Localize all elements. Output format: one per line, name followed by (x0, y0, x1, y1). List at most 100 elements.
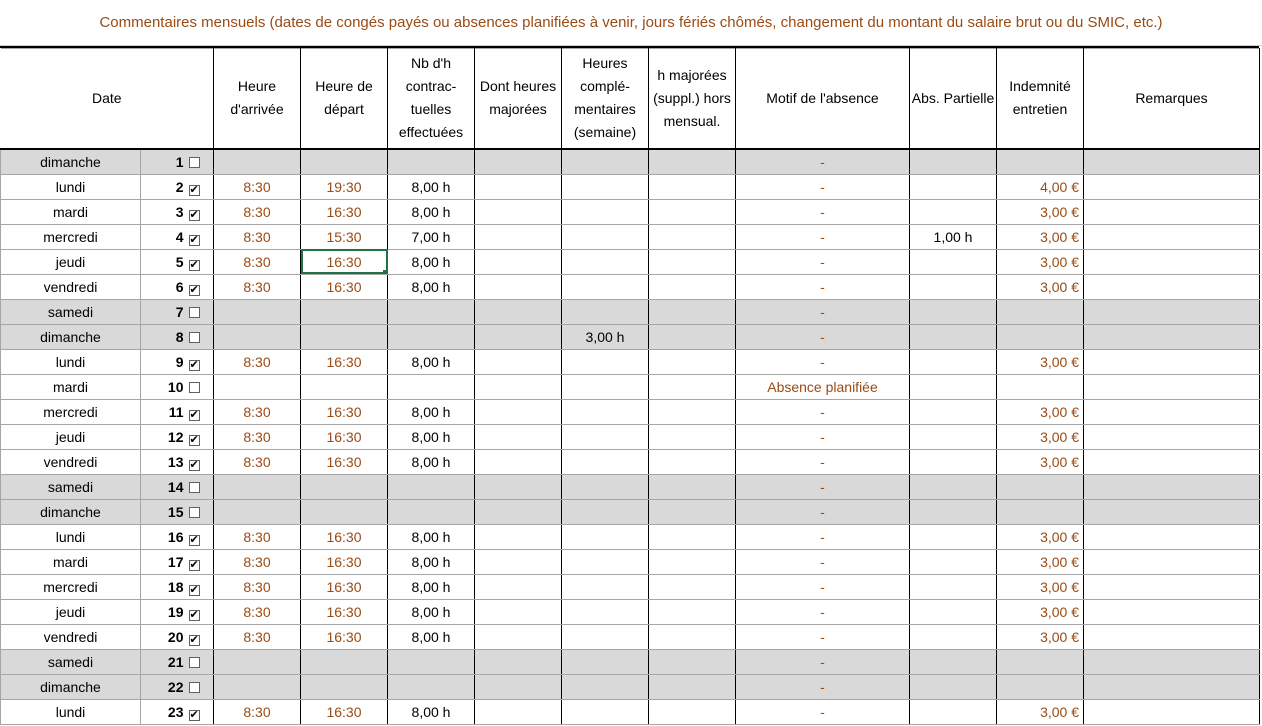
arrival-cell[interactable]: 8:30 (213, 248, 301, 275)
worked-checkbox-cell[interactable]: ✔ (185, 548, 214, 575)
majored-hours-cell[interactable] (474, 448, 562, 475)
arrival-cell[interactable]: 8:30 (213, 523, 301, 550)
day-name-cell[interactable]: lundi (0, 523, 141, 550)
partial-absence-cell[interactable] (909, 623, 997, 650)
complementary-hours-cell[interactable] (561, 698, 649, 725)
checkbox-checked-icon[interactable]: ✔ (188, 208, 200, 221)
allowance-cell[interactable] (996, 298, 1084, 325)
day-number-cell[interactable]: 7 (140, 298, 186, 325)
checkbox-unchecked-icon[interactable] (188, 381, 200, 393)
absence-reason-cell[interactable]: - (735, 548, 910, 575)
partial-absence-cell[interactable] (909, 173, 997, 200)
worked-checkbox-cell[interactable]: ✔ (185, 198, 214, 225)
absence-reason-cell[interactable]: - (735, 573, 910, 600)
day-name-cell[interactable]: lundi (0, 348, 141, 375)
monthly-comments-banner[interactable]: Commentaires mensuels (dates de congés p… (0, 0, 1262, 46)
worked-checkbox-cell[interactable] (185, 373, 214, 400)
checkbox-checked-icon[interactable]: ✔ (188, 433, 200, 446)
checkbox-checked-icon[interactable]: ✔ (188, 558, 200, 571)
complementary-hours-cell[interactable] (561, 198, 649, 225)
worked-checkbox-cell[interactable]: ✔ (185, 698, 214, 725)
absence-reason-cell[interactable]: - (735, 623, 910, 650)
complementary-hours-cell[interactable] (561, 548, 649, 575)
absence-reason-cell[interactable]: - (735, 673, 910, 700)
allowance-cell[interactable] (996, 323, 1084, 350)
worked-checkbox-cell[interactable]: ✔ (185, 173, 214, 200)
absence-reason-cell[interactable]: - (735, 223, 910, 250)
majored-hours-cell[interactable] (474, 548, 562, 575)
header-extra-hours[interactable]: h majorées (suppl.) hors mensual. (648, 48, 736, 150)
remarks-cell[interactable] (1083, 598, 1260, 625)
absence-reason-cell[interactable]: - (735, 698, 910, 725)
arrival-cell[interactable] (213, 473, 301, 500)
arrival-cell[interactable]: 8:30 (213, 398, 301, 425)
remarks-cell[interactable] (1083, 398, 1260, 425)
day-number-cell[interactable]: 15 (140, 498, 186, 525)
arrival-cell[interactable]: 8:30 (213, 173, 301, 200)
remarks-cell[interactable] (1083, 548, 1260, 575)
day-number-cell[interactable]: 14 (140, 473, 186, 500)
day-number-cell[interactable]: 19 (140, 598, 186, 625)
remarks-cell[interactable] (1083, 223, 1260, 250)
checkbox-unchecked-icon[interactable] (188, 156, 200, 168)
contract-hours-cell[interactable]: 8,00 h (387, 348, 475, 375)
complementary-hours-cell[interactable] (561, 623, 649, 650)
absence-reason-cell[interactable]: - (735, 423, 910, 450)
extra-hours-cell[interactable] (648, 223, 736, 250)
departure-cell[interactable]: 16:30 (300, 548, 388, 575)
day-number-cell[interactable]: 4 (140, 223, 186, 250)
departure-cell[interactable]: 16:30 (300, 198, 388, 225)
day-name-cell[interactable]: samedi (0, 648, 141, 675)
majored-hours-cell[interactable] (474, 298, 562, 325)
remarks-cell[interactable] (1083, 273, 1260, 300)
day-number-cell[interactable]: 2 (140, 173, 186, 200)
worked-checkbox-cell[interactable]: ✔ (185, 573, 214, 600)
allowance-cell[interactable] (996, 373, 1084, 400)
worked-checkbox-cell[interactable]: ✔ (185, 623, 214, 650)
extra-hours-cell[interactable] (648, 548, 736, 575)
absence-reason-cell[interactable]: Absence planifiée (735, 373, 910, 400)
partial-absence-cell[interactable] (909, 373, 997, 400)
partial-absence-cell[interactable] (909, 198, 997, 225)
remarks-cell[interactable] (1083, 473, 1260, 500)
partial-absence-cell[interactable] (909, 348, 997, 375)
absence-reason-cell[interactable]: - (735, 173, 910, 200)
partial-absence-cell[interactable] (909, 648, 997, 675)
day-name-cell[interactable]: dimanche (0, 673, 141, 700)
contract-hours-cell[interactable]: 8,00 h (387, 448, 475, 475)
departure-cell[interactable]: 16:30 (300, 623, 388, 650)
contract-hours-cell[interactable]: 8,00 h (387, 598, 475, 625)
majored-hours-cell[interactable] (474, 173, 562, 200)
extra-hours-cell[interactable] (648, 423, 736, 450)
complementary-hours-cell[interactable] (561, 173, 649, 200)
complementary-hours-cell[interactable] (561, 573, 649, 600)
remarks-cell[interactable] (1083, 448, 1260, 475)
checkbox-unchecked-icon[interactable] (188, 481, 200, 493)
header-absence-reason[interactable]: Motif de l'absence (735, 48, 910, 150)
allowance-cell[interactable]: 3,00 € (996, 198, 1084, 225)
partial-absence-cell[interactable] (909, 148, 997, 175)
departure-cell[interactable]: 16:30 (300, 348, 388, 375)
absence-reason-cell[interactable]: - (735, 648, 910, 675)
complementary-hours-cell[interactable] (561, 298, 649, 325)
remarks-cell[interactable] (1083, 148, 1260, 175)
checkbox-checked-icon[interactable]: ✔ (188, 633, 200, 646)
checkbox-checked-icon[interactable]: ✔ (188, 608, 200, 621)
day-number-cell[interactable]: 21 (140, 648, 186, 675)
majored-hours-cell[interactable] (474, 248, 562, 275)
extra-hours-cell[interactable] (648, 623, 736, 650)
day-number-cell[interactable]: 6 (140, 273, 186, 300)
departure-cell[interactable] (300, 648, 388, 675)
contract-hours-cell[interactable] (387, 148, 475, 175)
allowance-cell[interactable]: 3,00 € (996, 548, 1084, 575)
absence-reason-cell[interactable]: - (735, 248, 910, 275)
contract-hours-cell[interactable]: 8,00 h (387, 573, 475, 600)
day-number-cell[interactable]: 1 (140, 148, 186, 175)
allowance-cell[interactable]: 4,00 € (996, 173, 1084, 200)
checkbox-checked-icon[interactable]: ✔ (188, 283, 200, 296)
worked-checkbox-cell[interactable]: ✔ (185, 223, 214, 250)
contract-hours-cell[interactable] (387, 473, 475, 500)
arrival-cell[interactable]: 8:30 (213, 273, 301, 300)
remarks-cell[interactable] (1083, 698, 1260, 725)
contract-hours-cell[interactable] (387, 673, 475, 700)
